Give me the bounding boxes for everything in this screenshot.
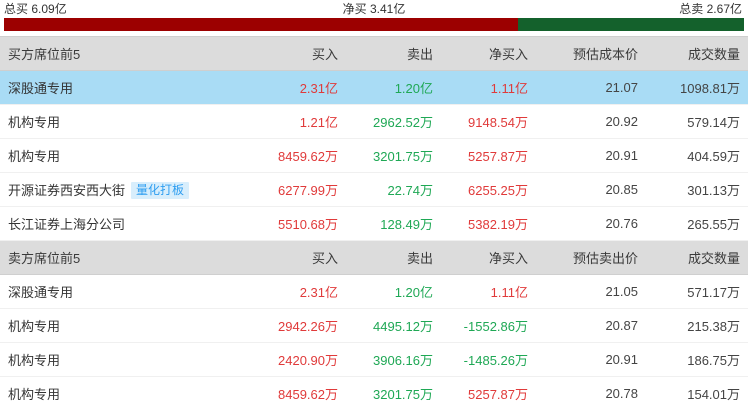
cell-sell-amount: 2962.52万	[346, 104, 441, 139]
column-header-sell-0: 买入	[252, 240, 346, 275]
cell-buy-amount: 2420.90万	[252, 342, 346, 377]
cell-net-amount: -1552.86万	[441, 308, 536, 343]
column-header-buy-1: 卖出	[346, 36, 441, 71]
cell-quantity: 215.38万	[646, 308, 748, 343]
section-header-sell: 卖方席位前5 买入 卖出 净买入 预估卖出价 成交数量	[0, 240, 748, 275]
cell-quantity: 571.17万	[646, 274, 748, 309]
seat-name[interactable]: 开源证券西安西大街 量化打板	[0, 172, 252, 207]
section-title-buy: 买方席位前5	[0, 36, 252, 71]
cell-price: 20.92	[536, 104, 646, 139]
cell-price: 20.76	[536, 206, 646, 241]
table-row[interactable]: 机构专用 2942.26万 4495.12万 -1552.86万 20.87 215.38…	[0, 308, 748, 343]
seat-name-text: 机构专用	[8, 115, 61, 130]
cell-quantity: 1098.81万	[646, 70, 748, 105]
cell-price: 20.91	[536, 138, 646, 173]
table-row[interactable]: 机构专用 1.21亿 2962.52万 9148.54万 20.92 579.14万	[0, 104, 748, 139]
cell-buy-amount: 2.31亿	[252, 274, 346, 309]
cell-net-amount: -1485.26万	[441, 342, 536, 377]
net-buy-label: 净买 3.41亿	[342, 2, 406, 16]
seat-name[interactable]: 深股通专用	[0, 70, 252, 105]
column-header-sell-2: 净买入	[441, 240, 536, 275]
cell-quantity: 154.01万	[646, 376, 748, 405]
cell-buy-amount: 2942.26万	[252, 308, 346, 343]
cell-buy-amount: 8459.62万	[252, 376, 346, 405]
seat-name-text: 开源证券西安西大街	[8, 183, 126, 198]
cell-quantity: 579.14万	[646, 104, 748, 139]
buy-portion-bar	[4, 18, 519, 31]
column-header-buy-3: 预估成本价	[536, 36, 646, 71]
cell-net-amount: 5257.87万	[441, 376, 536, 405]
table-row[interactable]: 深股通专用 2.31亿 1.20亿 1.11亿 21.07 1098.81万	[0, 70, 748, 105]
cell-price: 20.78	[536, 376, 646, 405]
sell-portion-bar	[518, 18, 744, 31]
seat-name-text: 机构专用	[8, 387, 61, 402]
cell-quantity: 301.13万	[646, 172, 748, 207]
cell-sell-amount: 4495.12万	[346, 308, 441, 343]
cell-buy-amount: 8459.62万	[252, 138, 346, 173]
seat-name[interactable]: 机构专用	[0, 376, 252, 405]
seat-name-text: 深股通专用	[8, 81, 74, 96]
seat-name-text: 机构专用	[8, 353, 61, 368]
table-row[interactable]: 长江证券上海分公司 5510.68万 128.49万 5382.19万 20.76 265…	[0, 206, 748, 241]
cell-sell-amount: 3906.16万	[346, 342, 441, 377]
table-row[interactable]: 开源证券西安西大街 量化打板 6277.99万 22.74万 6255.25万 20.85…	[0, 172, 748, 207]
trade-summary-bar: 总买 6.09亿 净买 3.41亿 总卖 2.67亿	[0, 0, 748, 36]
cell-sell-amount: 128.49万	[346, 206, 441, 241]
seat-name[interactable]: 机构专用	[0, 308, 252, 343]
cell-buy-amount: 1.21亿	[252, 104, 346, 139]
cell-price: 21.07	[536, 70, 646, 105]
table-row[interactable]: 机构专用 2420.90万 3906.16万 -1485.26万 20.91 186.75…	[0, 342, 748, 377]
cell-net-amount: 5382.19万	[441, 206, 536, 241]
seats-table: 买方席位前5 买入 卖出 净买入 预估成本价 成交数量 深股通专用 2.31亿 1.20亿 1.1…	[0, 36, 748, 405]
cell-buy-amount: 2.31亿	[252, 70, 346, 105]
cell-sell-amount: 22.74万	[346, 172, 441, 207]
table-row[interactable]: 深股通专用 2.31亿 1.20亿 1.11亿 21.05 571.17万	[0, 274, 748, 309]
cell-quantity: 265.55万	[646, 206, 748, 241]
seat-name-text: 机构专用	[8, 319, 61, 334]
cell-net-amount: 1.11亿	[441, 274, 536, 309]
seat-tag-badge: 量化打板	[131, 182, 190, 199]
table-row[interactable]: 机构专用 8459.62万 3201.75万 5257.87万 20.91 404.59万	[0, 138, 748, 173]
column-header-buy-2: 净买入	[441, 36, 536, 71]
buy-sell-ratio-bar	[4, 18, 744, 31]
cell-sell-amount: 3201.75万	[346, 138, 441, 173]
section-title-sell: 卖方席位前5	[0, 240, 252, 275]
column-header-sell-1: 卖出	[346, 240, 441, 275]
table-row[interactable]: 机构专用 8459.62万 3201.75万 5257.87万 20.78 154.01万	[0, 376, 748, 405]
cell-buy-amount: 6277.99万	[252, 172, 346, 207]
seat-name[interactable]: 机构专用	[0, 342, 252, 377]
total-buy-label: 总买 6.09亿	[4, 2, 67, 16]
seat-name-text: 深股通专用	[8, 285, 74, 300]
cell-price: 20.87	[536, 308, 646, 343]
cell-price: 21.05	[536, 274, 646, 309]
seat-name[interactable]: 机构专用	[0, 138, 252, 173]
seat-name[interactable]: 机构专用	[0, 104, 252, 139]
cell-sell-amount: 3201.75万	[346, 376, 441, 405]
seat-name[interactable]: 长江证券上海分公司	[0, 206, 252, 241]
column-header-buy-4: 成交数量	[646, 36, 748, 71]
cell-net-amount: 9148.54万	[441, 104, 536, 139]
total-sell-label: 总卖 2.67亿	[679, 2, 742, 16]
seat-name-text: 机构专用	[8, 149, 61, 164]
section-header-buy: 买方席位前5 买入 卖出 净买入 预估成本价 成交数量	[0, 36, 748, 71]
cell-quantity: 186.75万	[646, 342, 748, 377]
cell-net-amount: 1.11亿	[441, 70, 536, 105]
cell-net-amount: 5257.87万	[441, 138, 536, 173]
cell-buy-amount: 5510.68万	[252, 206, 346, 241]
seat-name[interactable]: 深股通专用	[0, 274, 252, 309]
column-header-buy-0: 买入	[252, 36, 346, 71]
cell-price: 20.91	[536, 342, 646, 377]
cell-sell-amount: 1.20亿	[346, 70, 441, 105]
cell-net-amount: 6255.25万	[441, 172, 536, 207]
cell-sell-amount: 1.20亿	[346, 274, 441, 309]
cell-quantity: 404.59万	[646, 138, 748, 173]
seat-name-text: 长江证券上海分公司	[8, 217, 126, 232]
summary-labels: 总买 6.09亿 净买 3.41亿 总卖 2.67亿	[0, 0, 748, 17]
column-header-sell-3: 预估卖出价	[536, 240, 646, 275]
column-header-sell-4: 成交数量	[646, 240, 748, 275]
cell-price: 20.85	[536, 172, 646, 207]
